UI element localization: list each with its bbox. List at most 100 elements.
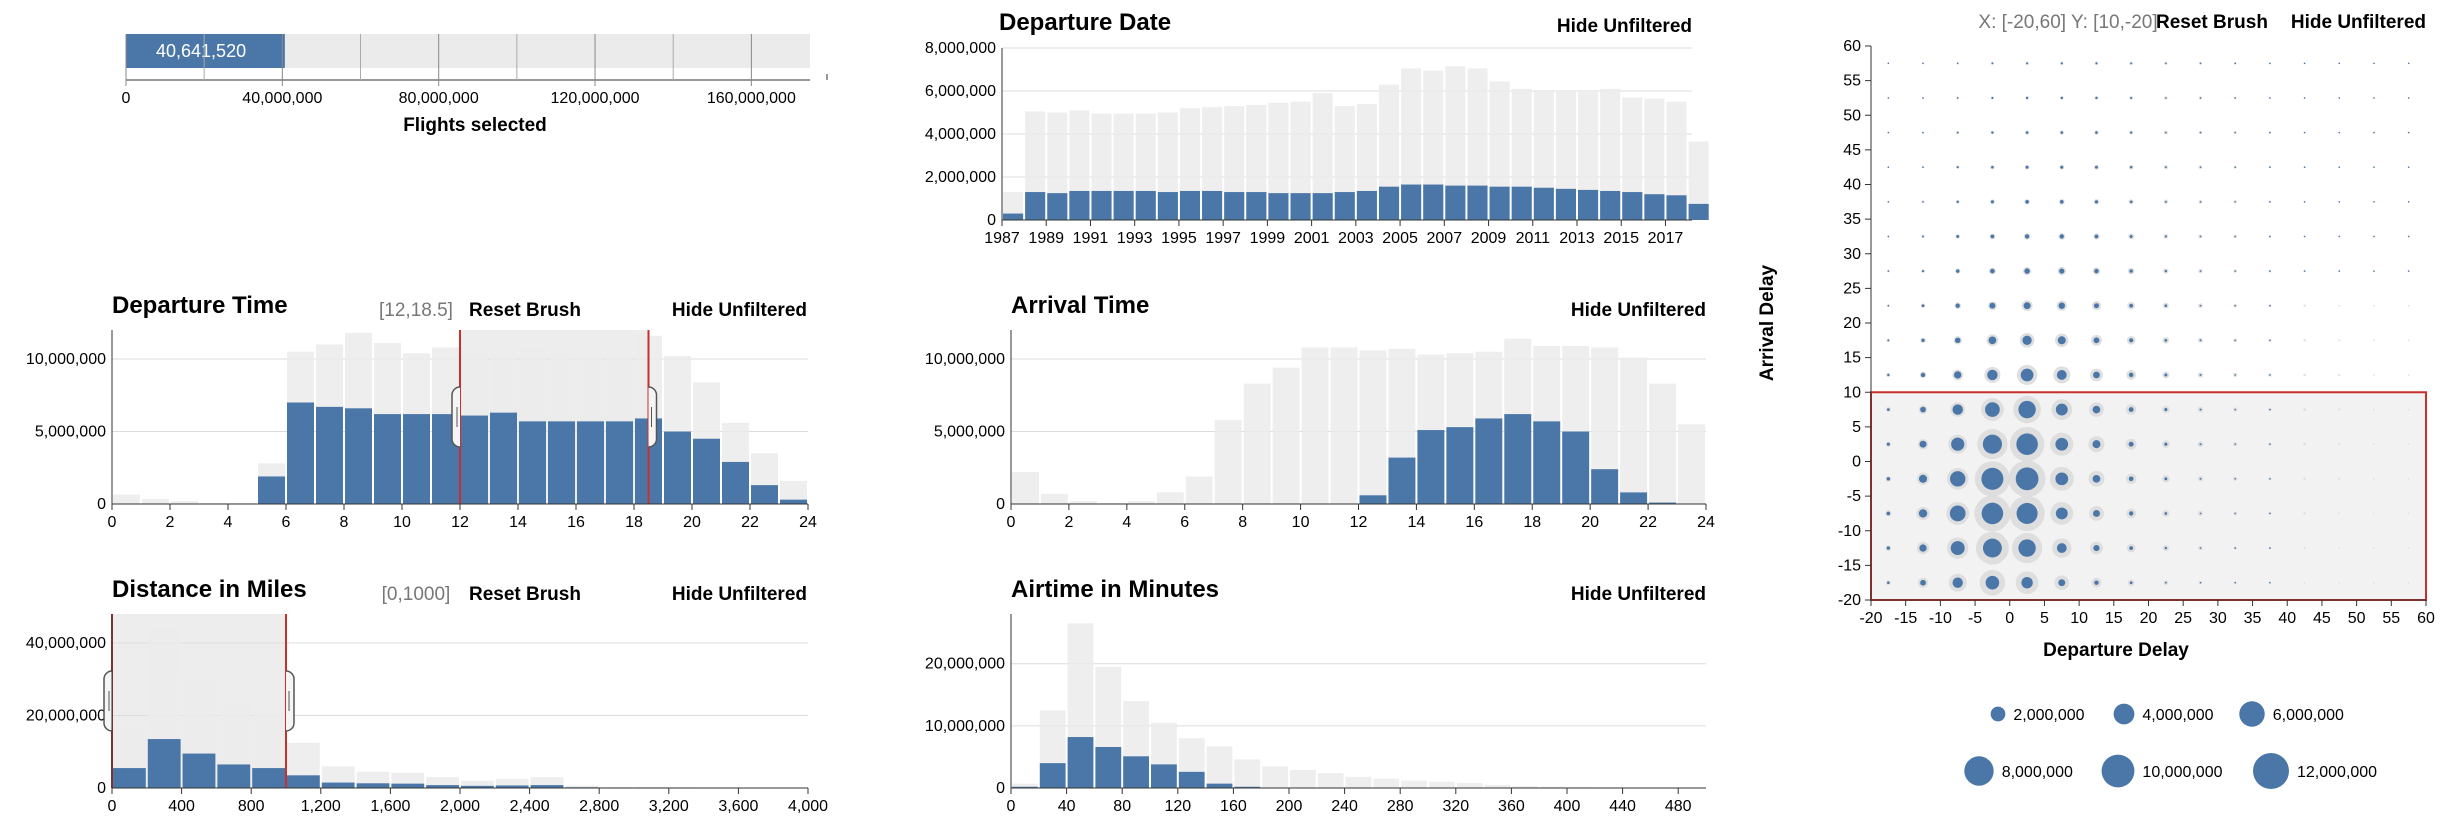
scatter-x-tick-label: -5 bbox=[1968, 610, 1982, 627]
scatter-point-selected bbox=[2092, 440, 2101, 449]
scatter-point-selected bbox=[1919, 474, 1928, 483]
departure_date-bar-selected bbox=[1312, 193, 1333, 220]
scatter-point-selected bbox=[2058, 302, 2065, 309]
distance-bar-all bbox=[495, 778, 529, 788]
departure_date-x-tick-label: 2003 bbox=[1338, 230, 1374, 247]
distance-bar-selected bbox=[321, 782, 355, 788]
scatter-point-selected bbox=[2095, 96, 2098, 100]
arrival_time-bar-selected bbox=[1562, 431, 1590, 504]
departure_date-bar-selected bbox=[1511, 186, 1532, 220]
scatter-point-selected bbox=[2269, 339, 2271, 342]
scatter-point-all bbox=[2303, 477, 2306, 481]
flights-selected-count: 40,641,520 bbox=[156, 41, 246, 61]
delay-scatter-plot[interactable]: -20 -15 -10 -5 0 5 10 15 20 25 30 35 40 45 50 55 6060555… bbox=[1838, 38, 2435, 627]
airtime-y-tick-label: 0 bbox=[996, 780, 1005, 797]
arrival_time-bar-all bbox=[1069, 501, 1097, 504]
distance-bar-all bbox=[530, 777, 564, 788]
panel-departure-time: Departure Time [12,18.5] Reset Brush Hid… bbox=[26, 292, 817, 531]
scatter-x-axis-label: Departure Delay bbox=[2043, 640, 2189, 661]
distance-bar-selected bbox=[356, 783, 390, 788]
scatter-point-selected bbox=[2164, 512, 2168, 515]
scatter-y-tick-label: 30 bbox=[1843, 246, 1861, 263]
scatter-point-selected bbox=[2129, 234, 2133, 238]
arrival_time-x-tick-label: 24 bbox=[1697, 514, 1715, 531]
distance-brush-handle bbox=[285, 670, 295, 732]
scatter-point-selected bbox=[2164, 166, 2167, 169]
departure_time-bar-all bbox=[229, 502, 256, 504]
scatter-point-selected bbox=[2303, 131, 2306, 134]
scatter-point-all bbox=[2373, 408, 2375, 411]
flights-axis-tick-label: 0 bbox=[122, 90, 131, 107]
scatter-point-selected bbox=[2016, 433, 2038, 455]
departure_date-x-tick-label: 1999 bbox=[1250, 230, 1286, 247]
departure_time-bar-selected bbox=[345, 408, 372, 504]
departure_time-bar-selected bbox=[751, 485, 778, 504]
scatter-y-tick-label: 35 bbox=[1843, 211, 1861, 228]
scatter-point-selected bbox=[2199, 373, 2202, 376]
arrival_time-y-tick-label: 5,000,000 bbox=[934, 424, 1005, 441]
scatter-point-selected bbox=[1985, 575, 2000, 590]
arrival_time-bar-selected bbox=[1504, 414, 1532, 504]
scatter-point-selected bbox=[2407, 166, 2410, 168]
airtime-x-tick-label: 200 bbox=[1276, 798, 1303, 815]
scatter-point-selected bbox=[2060, 96, 2063, 100]
departure_time-bar-selected bbox=[519, 421, 546, 504]
scatter-x-tick-label: -15 bbox=[1894, 610, 1917, 627]
airtime-bar-all bbox=[1484, 784, 1511, 788]
scatter-point-selected bbox=[2164, 338, 2168, 342]
scatter-point-selected bbox=[2234, 374, 2237, 376]
arrival-time-hide-unfiltered-button[interactable]: Hide Unfiltered bbox=[1571, 300, 1706, 321]
flights-selected-bar bbox=[126, 34, 285, 68]
departure_date-bar-selected bbox=[1578, 189, 1599, 220]
scatter-point-all bbox=[2303, 442, 2306, 446]
flights-axis-tick-label: 40,000,000 bbox=[242, 90, 322, 107]
departure-time-reset-brush-button[interactable]: Reset Brush bbox=[469, 300, 581, 321]
scatter-point-selected bbox=[2021, 576, 2033, 589]
scatter-y-tick-label: 10 bbox=[1843, 384, 1861, 401]
scatter-point-selected bbox=[2095, 165, 2098, 169]
distance-reset-brush-button[interactable]: Reset Brush bbox=[469, 584, 581, 605]
scatter-point-selected bbox=[2130, 131, 2133, 134]
departure_date-x-tick-label: 1991 bbox=[1073, 230, 1109, 247]
scatter-hide-unfiltered-button[interactable]: Hide Unfiltered bbox=[2291, 12, 2426, 33]
scatter-point-selected bbox=[2129, 338, 2134, 343]
scatter-point-all bbox=[2338, 408, 2341, 411]
scatter-point-selected bbox=[2407, 62, 2410, 65]
scatter-point-all bbox=[2303, 339, 2306, 342]
airtime-histogram[interactable]: 0 10,000,000 20,000,000 0 40 80 120 160 200 240 28… bbox=[925, 614, 1706, 815]
scatter-point-selected bbox=[2338, 201, 2341, 203]
scatter-reset-brush-button[interactable]: Reset Brush bbox=[2156, 12, 2268, 33]
arrival_time-bar-all bbox=[1040, 493, 1068, 504]
distance-bar-selected bbox=[530, 785, 564, 788]
departure_date-bar-selected bbox=[1467, 185, 1488, 220]
departure_date-y-tick-label: 0 bbox=[987, 212, 996, 229]
size-legend-label: 4,000,000 bbox=[2142, 707, 2213, 724]
distance-histogram[interactable]: 0 20,000,000 40,000,000 0 400 800 1,200 1,600 2,… bbox=[26, 614, 828, 815]
departure_time-bar-all bbox=[780, 480, 807, 504]
panel-airtime: Airtime in Minutes Hide Unfiltered 0 10,0… bbox=[925, 576, 1706, 815]
departure_time-x-tick-label: 0 bbox=[108, 514, 117, 531]
departure-date-hide-unfiltered-button[interactable]: Hide Unfiltered bbox=[1557, 16, 1692, 37]
departure-time-hide-unfiltered-button[interactable]: Hide Unfiltered bbox=[672, 300, 807, 321]
scatter-point-selected bbox=[2130, 62, 2133, 65]
departure_date-bar-all bbox=[1467, 68, 1488, 220]
scatter-y-tick-label: 0 bbox=[1852, 454, 1861, 471]
departure_date-bar-all bbox=[1423, 70, 1444, 220]
scatter-point-selected bbox=[1991, 96, 1994, 99]
departure_date-y-tick-label: 4,000,000 bbox=[925, 126, 996, 143]
scatter-y-tick-label: -10 bbox=[1838, 523, 1861, 540]
flights-selected-indicator: 40,641,520 0 40,000,000 80,000,000 120,000,… bbox=[122, 34, 828, 136]
departure_date-x-tick-label: 2005 bbox=[1382, 230, 1418, 247]
airtime-hide-unfiltered-button[interactable]: Hide Unfiltered bbox=[1571, 584, 1706, 605]
departure-date-histogram[interactable]: 0 2,000,000 4,000,000 6,000,000 8,000,000 198… bbox=[925, 40, 1709, 247]
distance-x-tick-label: 1,200 bbox=[301, 798, 341, 815]
scatter-point-selected bbox=[2234, 62, 2237, 65]
scatter-point-selected bbox=[2199, 235, 2202, 238]
distance-x-tick-label: 800 bbox=[238, 798, 265, 815]
scatter-point-selected bbox=[2199, 581, 2202, 584]
distance-hide-unfiltered-button[interactable]: Hide Unfiltered bbox=[672, 584, 807, 605]
scatter-point-selected bbox=[1920, 579, 1926, 586]
distance-bar-selected bbox=[495, 785, 529, 788]
